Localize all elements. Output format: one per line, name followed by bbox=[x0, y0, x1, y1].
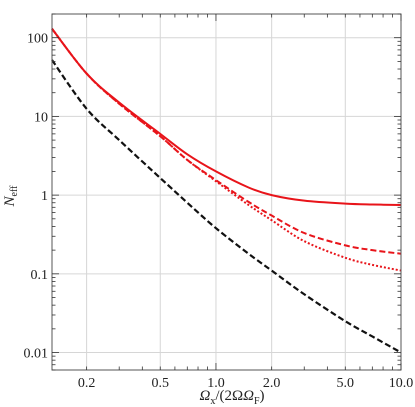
series-line-dashed-4 bbox=[51, 59, 402, 354]
x-tick-label: 5.0 bbox=[337, 376, 355, 391]
x-axis-label: Ωx/(2ΩΩF) bbox=[199, 388, 264, 407]
y-tick-label: 0.1 bbox=[31, 268, 49, 283]
y-tick-label: 0.01 bbox=[24, 347, 49, 362]
plot-frame bbox=[51, 13, 402, 371]
y-axis-label: Neff bbox=[2, 185, 20, 208]
x-tick-label: 0.2 bbox=[78, 376, 96, 391]
series-line-dotted-3 bbox=[51, 28, 402, 272]
y-tick-label: 100 bbox=[27, 32, 48, 47]
x-tick-label: 10.0 bbox=[389, 376, 414, 391]
grid bbox=[52, 14, 402, 370]
series-layer bbox=[51, 28, 402, 354]
series-line-dashed-2 bbox=[51, 28, 402, 255]
x-tick-label: 0.5 bbox=[152, 376, 170, 391]
x-tick-label: 1.0 bbox=[207, 376, 225, 391]
y-tick-label: 10 bbox=[34, 110, 48, 125]
ticks bbox=[52, 13, 402, 371]
tick-labels: 0.2 0.5 1.0 2.0 5.0 10.0 0.01 0.1 1 10 100 bbox=[24, 32, 414, 391]
x-tick-label: 2.0 bbox=[263, 376, 281, 391]
plot-border bbox=[51, 13, 402, 371]
y-tick-label: 1 bbox=[41, 189, 48, 204]
